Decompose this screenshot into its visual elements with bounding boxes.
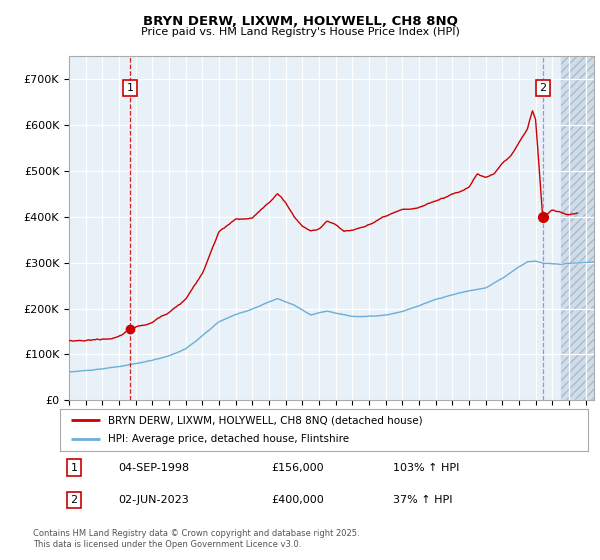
Bar: [560, 56, 594, 400]
Text: 04-SEP-1998: 04-SEP-1998: [118, 463, 189, 473]
Text: BRYN DERW, LIXWM, HOLYWELL, CH8 8NQ (detached house): BRYN DERW, LIXWM, HOLYWELL, CH8 8NQ (det…: [107, 415, 422, 425]
Text: 2: 2: [539, 83, 546, 93]
Text: 02-JUN-2023: 02-JUN-2023: [118, 495, 189, 505]
Text: 1: 1: [127, 83, 134, 93]
Text: Contains HM Land Registry data © Crown copyright and database right 2025.
This d: Contains HM Land Registry data © Crown c…: [33, 529, 359, 549]
Text: £156,000: £156,000: [271, 463, 324, 473]
Text: 1: 1: [71, 463, 77, 473]
Text: BRYN DERW, LIXWM, HOLYWELL, CH8 8NQ: BRYN DERW, LIXWM, HOLYWELL, CH8 8NQ: [143, 15, 457, 28]
Bar: [560, 56, 594, 400]
Text: Price paid vs. HM Land Registry's House Price Index (HPI): Price paid vs. HM Land Registry's House …: [140, 27, 460, 38]
Text: 2: 2: [71, 495, 77, 505]
Text: 37% ↑ HPI: 37% ↑ HPI: [392, 495, 452, 505]
Text: £400,000: £400,000: [271, 495, 324, 505]
Text: HPI: Average price, detached house, Flintshire: HPI: Average price, detached house, Flin…: [107, 435, 349, 445]
Text: 103% ↑ HPI: 103% ↑ HPI: [392, 463, 459, 473]
